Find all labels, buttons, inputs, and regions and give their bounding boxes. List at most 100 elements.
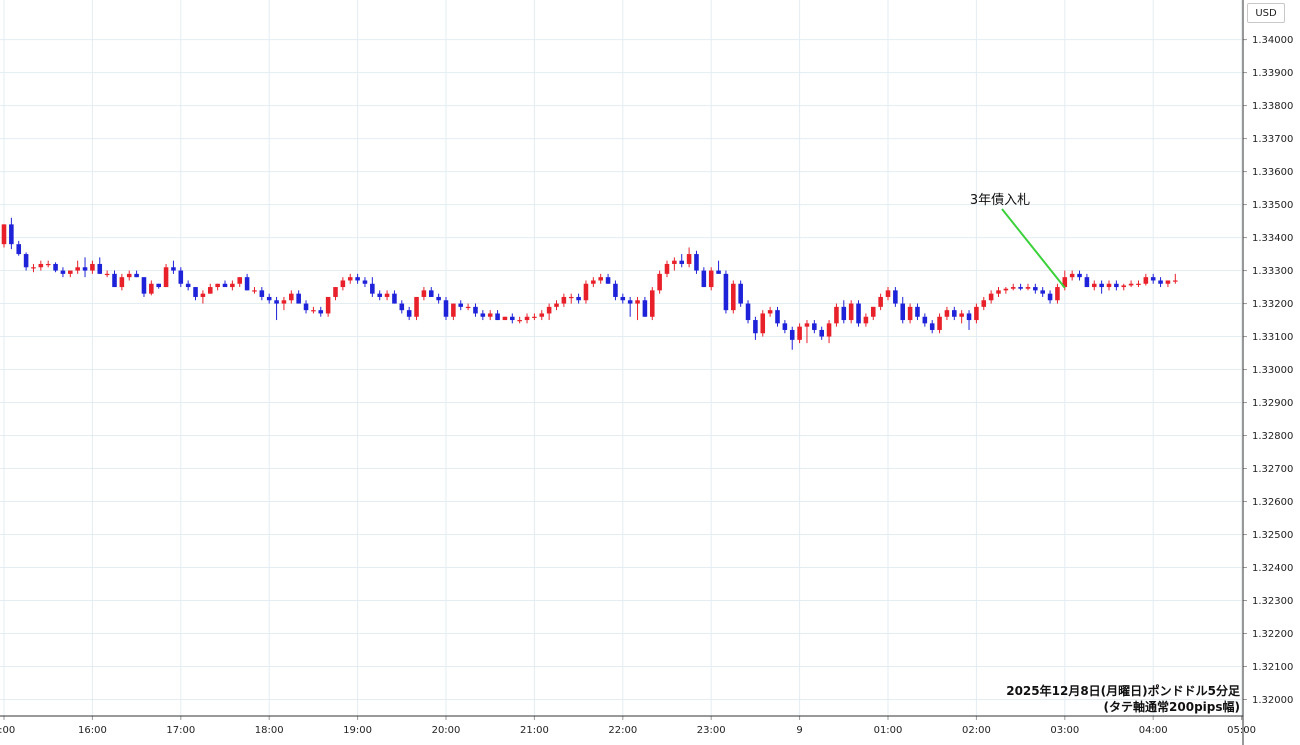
candle-body — [303, 303, 309, 311]
y-tick-label: 1.34000 — [1252, 35, 1293, 46]
candle-body — [679, 260, 685, 264]
y-tick-label: 1.32300 — [1252, 596, 1293, 607]
candle-body — [156, 283, 161, 288]
candle-body — [952, 310, 957, 317]
candle-body — [370, 283, 375, 294]
candle-body — [82, 267, 88, 271]
candle-body — [237, 277, 243, 284]
candle-body — [1173, 280, 1178, 282]
candle-body — [149, 283, 154, 294]
y-tick-label: 1.33200 — [1252, 299, 1293, 310]
candle-body — [60, 270, 66, 274]
candle-body — [414, 296, 419, 317]
currency-label[interactable]: USD — [1247, 3, 1285, 23]
candle-body — [510, 316, 515, 321]
candle-body — [406, 310, 412, 317]
y-tick-label: 1.32600 — [1252, 497, 1293, 508]
y-tick-label: 1.33800 — [1252, 101, 1293, 112]
candle-body — [502, 316, 508, 321]
annotation-arrow — [1001, 208, 1066, 289]
candle-body — [1033, 287, 1038, 291]
candle-body — [620, 296, 626, 301]
y-tick-label: 1.32200 — [1252, 629, 1293, 640]
candle-body — [104, 273, 110, 276]
candle-body — [731, 283, 736, 311]
caption-line1: 2025年12月8日(月曜日)ポンドドル5分足 — [1006, 684, 1240, 698]
candle-body — [1143, 277, 1149, 284]
candle-body — [126, 273, 132, 278]
y-tick-label: 1.32400 — [1252, 563, 1293, 574]
candle-body — [1158, 280, 1163, 284]
candle-body — [745, 303, 751, 321]
candle-body — [760, 313, 766, 334]
candle-body — [23, 254, 29, 268]
candle-body — [230, 283, 235, 288]
y-tick-label: 1.32900 — [1252, 398, 1293, 409]
candle-body — [789, 329, 795, 340]
candle-body — [215, 283, 220, 288]
candle-body — [480, 313, 486, 317]
candle-body — [819, 329, 824, 337]
candle-body — [141, 277, 147, 294]
candle-body — [1114, 283, 1119, 288]
candle-body — [959, 313, 964, 317]
candle-body — [974, 306, 979, 321]
candle-body — [1077, 273, 1082, 278]
x-tick-label: 9 — [796, 725, 802, 736]
candle-body — [767, 310, 773, 314]
candle-body — [53, 263, 58, 271]
candle-body — [1099, 283, 1104, 288]
candle-body — [171, 267, 176, 271]
candle-body — [274, 300, 279, 304]
candle-body — [613, 283, 618, 297]
candle-body — [900, 303, 906, 321]
candle-body — [834, 306, 839, 324]
candle-body — [701, 270, 707, 288]
x-tick-label: 20:00 — [432, 725, 461, 736]
candle-body — [384, 293, 390, 297]
chart-caption: 2025年12月8日(月曜日)ポンドドル5分足 (タテ軸通常200pips幅) — [1006, 683, 1240, 715]
candle-body — [266, 296, 272, 301]
candle-body — [392, 293, 397, 304]
candle-body — [451, 303, 456, 317]
candle-body — [937, 316, 942, 330]
y-tick-label: 1.32700 — [1252, 464, 1293, 475]
candle-body — [738, 283, 743, 304]
candle-body — [296, 293, 301, 304]
candle-body — [1, 224, 7, 245]
candle-body — [723, 273, 729, 311]
candle-body — [75, 267, 80, 271]
candle-body — [532, 316, 537, 318]
candle-body — [112, 273, 117, 288]
x-tick-label: 19:00 — [343, 725, 372, 736]
candle-body — [804, 323, 810, 327]
candle-body — [1150, 277, 1156, 281]
candle-body — [944, 310, 950, 317]
candle-body — [259, 290, 265, 297]
candle-body — [568, 296, 574, 299]
candle-body — [598, 277, 603, 281]
y-tick-label: 1.33300 — [1252, 266, 1293, 277]
candle-body — [554, 303, 559, 307]
candle-body — [922, 316, 928, 324]
candle-body — [252, 290, 257, 292]
candle-body — [546, 306, 552, 314]
candle-body — [1003, 288, 1009, 291]
candle-body — [627, 300, 633, 304]
x-tick-label: 5:00 — [0, 725, 15, 736]
candle-body — [929, 323, 935, 330]
candle-body — [465, 306, 471, 309]
candle-body — [281, 300, 287, 304]
candle-body — [642, 300, 648, 317]
candle-body — [134, 273, 139, 278]
caption-line2: (タテ軸通常200pips幅) — [1103, 700, 1240, 714]
candle-body — [90, 263, 95, 271]
candle-body — [981, 300, 987, 307]
candle-body — [222, 283, 228, 288]
candle-body — [458, 303, 464, 307]
candle-body — [1121, 285, 1127, 288]
x-tick-label: 21:00 — [520, 725, 549, 736]
candle-body — [893, 290, 898, 304]
